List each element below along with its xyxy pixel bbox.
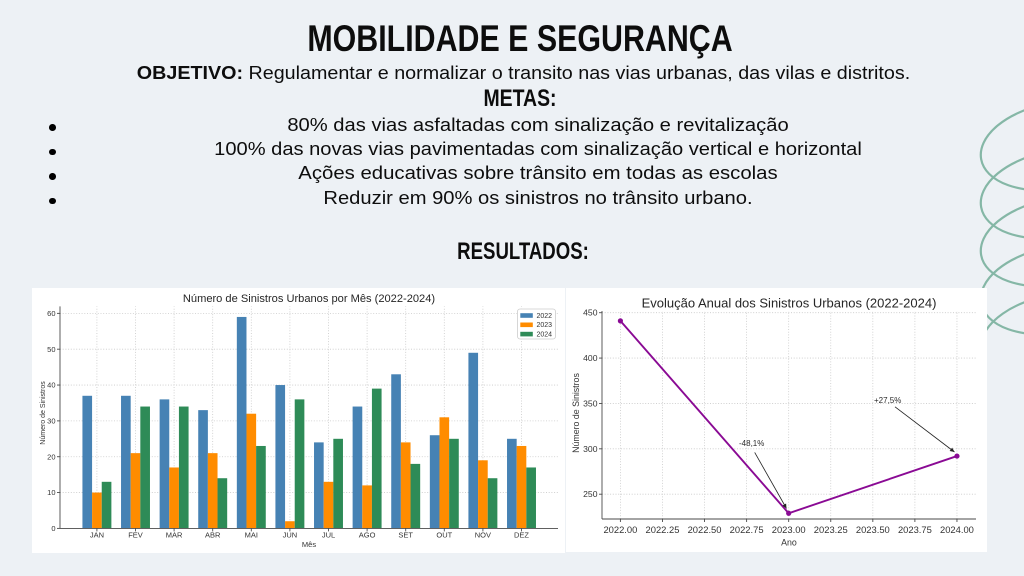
svg-text:MAI: MAI (245, 531, 258, 540)
svg-text:ABR: ABR (205, 531, 221, 540)
svg-text:2022: 2022 (537, 313, 553, 320)
svg-text:Ano: Ano (781, 538, 797, 548)
svg-text:2023: 2023 (537, 322, 553, 329)
svg-text:NOV: NOV (475, 531, 491, 540)
svg-text:20: 20 (47, 452, 55, 461)
svg-text:AGO: AGO (359, 531, 376, 540)
svg-text:2022.25: 2022.25 (646, 524, 680, 535)
svg-text:Número de Sinistros: Número de Sinistros (40, 381, 47, 445)
svg-text:30: 30 (47, 416, 55, 425)
svg-text:40: 40 (47, 381, 55, 390)
svg-text:Número de Sinistros: Número de Sinistros (571, 373, 581, 453)
svg-text:+27,5%: +27,5% (874, 396, 901, 405)
svg-text:JUN: JUN (283, 531, 298, 540)
svg-text:2023.50: 2023.50 (856, 524, 890, 535)
svg-text:JUL: JUL (322, 531, 335, 540)
svg-text:SET: SET (398, 531, 413, 540)
svg-text:2022.75: 2022.75 (730, 524, 764, 535)
svg-text:Número de Sinistros Urbanos po: Número de Sinistros Urbanos por Mês (202… (183, 293, 435, 305)
svg-text:-48,1%: -48,1% (739, 439, 764, 448)
svg-text:2023.75: 2023.75 (898, 524, 932, 535)
svg-text:MAR: MAR (166, 531, 183, 540)
svg-text:50: 50 (47, 345, 55, 354)
svg-text:10: 10 (47, 488, 55, 497)
svg-text:350: 350 (583, 398, 598, 408)
svg-text:2024: 2024 (537, 331, 553, 338)
svg-text:2022.50: 2022.50 (688, 524, 722, 535)
svg-text:OUT: OUT (436, 531, 452, 540)
svg-text:400: 400 (583, 353, 598, 363)
svg-text:Mês: Mês (302, 540, 316, 549)
svg-text:DEZ: DEZ (514, 531, 529, 540)
svg-text:Evolução Anual dos Sinistros U: Evolução Anual dos Sinistros Urbanos (20… (642, 296, 937, 311)
svg-text:JAN: JAN (90, 531, 104, 540)
svg-text:0: 0 (51, 524, 55, 533)
svg-text:250: 250 (583, 489, 598, 499)
svg-text:450: 450 (583, 308, 598, 318)
svg-text:2024.00: 2024.00 (940, 524, 974, 535)
svg-text:60: 60 (47, 309, 55, 318)
svg-text:2022.00: 2022.00 (603, 524, 637, 535)
svg-text:300: 300 (583, 444, 598, 454)
svg-text:FEV: FEV (128, 531, 143, 540)
svg-text:2023.25: 2023.25 (814, 524, 848, 535)
svg-text:2023.00: 2023.00 (772, 524, 806, 535)
